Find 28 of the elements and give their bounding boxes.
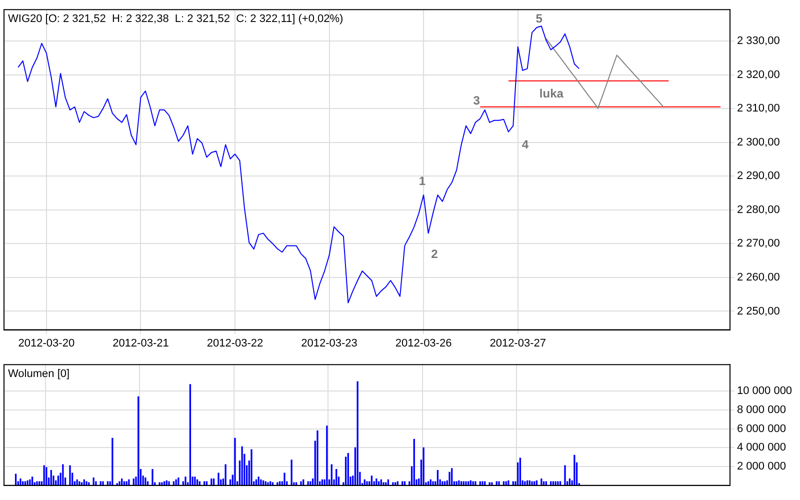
y-tick-label: 4 000 000 (737, 442, 786, 454)
chart-title: WIG20 [O: 2 321,52 H: 2 322,38 L: 2 321,52 C: 2 322,11] (+0,02%) (8, 13, 344, 26)
y-tick-label: 2 330,00 (737, 35, 780, 48)
y-tick-label: 8 000 000 (737, 404, 786, 416)
annotation: 4 (522, 138, 529, 152)
annotation: 2 (431, 246, 438, 261)
y-tick-label: 2 270,00 (737, 238, 780, 250)
x-tick-label: 2012-03-21 (112, 337, 169, 350)
x-tick-label: 2012-03-26 (395, 337, 452, 350)
annotation: 1 (418, 174, 426, 188)
annotation: 5 (536, 12, 543, 26)
x-tick-label: 2012-03-27 (490, 337, 546, 350)
y-tick-label: 6 000 000 (737, 422, 786, 435)
x-tick-label: 2012-03-22 (206, 337, 264, 350)
annotation: 3 (473, 93, 480, 108)
y-tick-label: 2 300,00 (737, 136, 780, 148)
y-tick-label: 2 260,00 (737, 271, 780, 284)
y-tick-label: 2 310,00 (737, 102, 780, 115)
annotation: luka (539, 86, 564, 100)
x-tick-label: 2012-03-23 (301, 337, 358, 350)
y-tick-label: 10 000 000 (737, 385, 792, 398)
y-tick-label: 2 290,00 (737, 170, 780, 182)
y-tick-label: 2 320,00 (737, 68, 780, 81)
y-tick-label: 2 280,00 (737, 204, 780, 216)
y-tick-label: 2 250,00 (737, 305, 780, 318)
y-tick-label: 2 000 000 (737, 460, 786, 473)
x-tick-label: 2012-03-20 (18, 337, 75, 350)
chart-title: Wolumen [0] (8, 368, 70, 380)
